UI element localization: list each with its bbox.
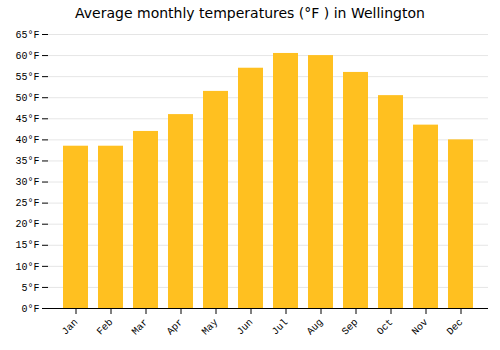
svg-text:30°F: 30°F bbox=[15, 177, 39, 188]
svg-text:Mar: Mar bbox=[130, 317, 151, 338]
svg-text:Oct: Oct bbox=[375, 317, 396, 338]
svg-text:25°F: 25°F bbox=[15, 198, 39, 209]
svg-text:10°F: 10°F bbox=[15, 262, 39, 273]
svg-text:0°F: 0°F bbox=[21, 304, 39, 315]
svg-text:Jul: Jul bbox=[270, 317, 291, 338]
svg-text:55°F: 55°F bbox=[15, 72, 39, 83]
svg-text:Dec: Dec bbox=[445, 317, 466, 338]
svg-text:20°F: 20°F bbox=[15, 219, 39, 230]
svg-text:Aug: Aug bbox=[305, 317, 326, 338]
svg-text:40°F: 40°F bbox=[15, 135, 39, 146]
svg-text:15°F: 15°F bbox=[15, 240, 39, 251]
svg-text:65°F: 65°F bbox=[15, 30, 39, 41]
html-text:Average monthly temperatures (: Average monthly temperatures (°F ) in We… bbox=[75, 5, 425, 21]
svg-text:35°F: 35°F bbox=[15, 156, 39, 167]
svg-text:May: May bbox=[200, 317, 221, 338]
svg-text:Sep: Sep bbox=[340, 317, 361, 338]
svg-text:Apr: Apr bbox=[165, 317, 186, 338]
svg-text:45°F: 45°F bbox=[15, 114, 39, 125]
svg-text:60°F: 60°F bbox=[15, 51, 39, 62]
svg-text:Jun: Jun bbox=[235, 317, 256, 338]
svg-text:Feb: Feb bbox=[95, 317, 116, 338]
svg-text:Jan: Jan bbox=[60, 317, 81, 338]
svg-text:50°F: 50°F bbox=[15, 93, 39, 104]
svg-text:Nov: Nov bbox=[410, 317, 431, 338]
svg-text:5°F: 5°F bbox=[21, 283, 39, 294]
